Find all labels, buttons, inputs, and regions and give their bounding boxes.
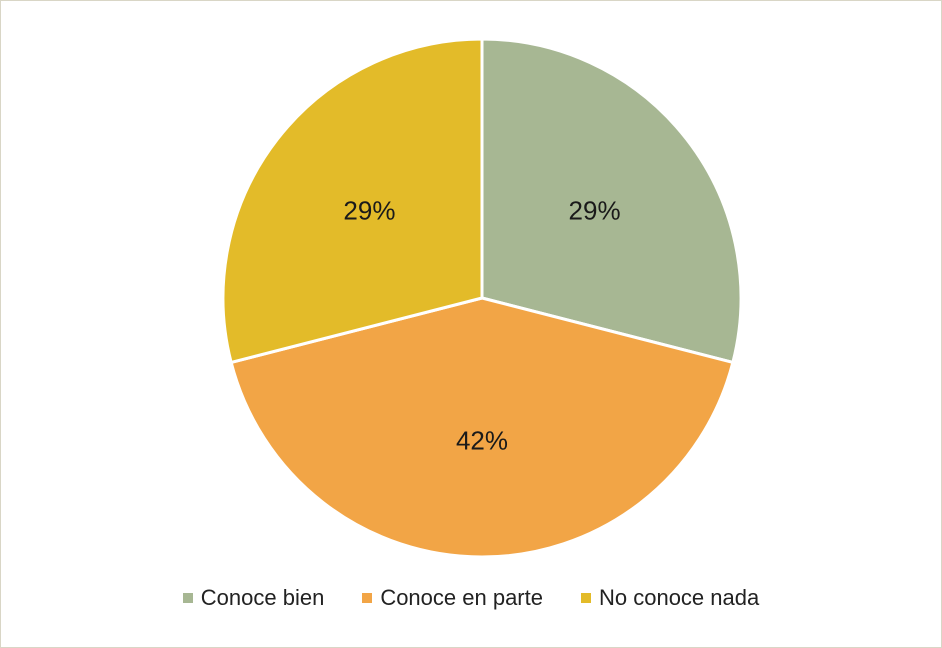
legend-label: No conoce nada [598,585,760,610]
legend-label: Conoce en parte [380,585,543,610]
legend-swatch [362,593,373,603]
data-label: 42% [456,425,508,455]
legend-swatch [182,593,193,603]
legend-label: Conoce bien [200,585,325,610]
legend-item-no-conoce-nada: No conoce nada [580,585,760,611]
data-label: 29% [569,196,621,226]
legend-item-conoce-en-parte: Conoce en parte [362,585,543,611]
pie-slice-no-conoce-nada [221,37,484,364]
pie-slice-conoce-en-parte [229,296,735,559]
data-label: 29% [343,196,395,226]
legend: Conoce bien Conoce en parte No conoce na… [0,585,942,611]
legend-swatch [580,593,591,603]
pie-slice-conoce-bien [480,37,743,364]
legend-item-conoce-bien: Conoce bien [182,585,325,611]
